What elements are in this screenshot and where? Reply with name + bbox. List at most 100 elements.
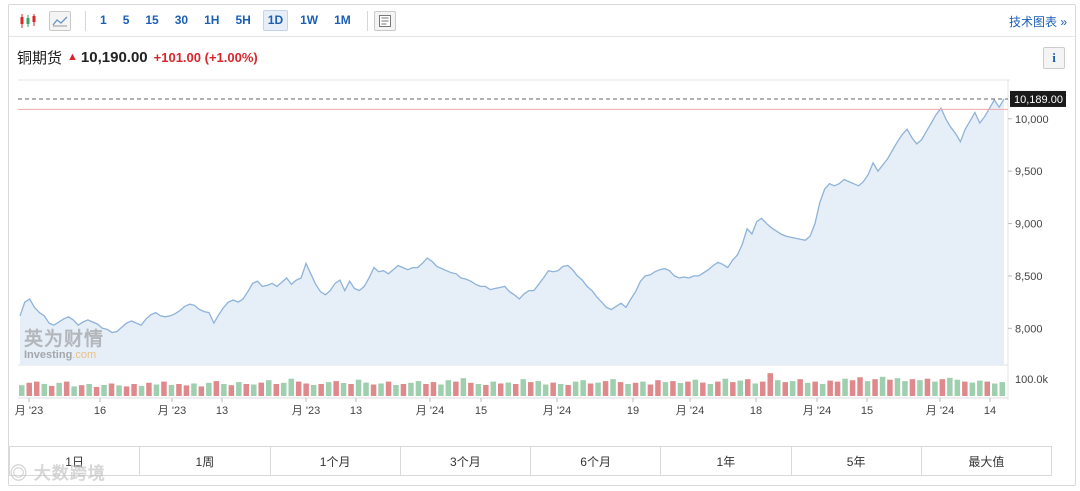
x-tick-label: 月 '24 <box>416 405 444 417</box>
volume-bar <box>161 381 167 396</box>
volume-bar <box>370 384 377 396</box>
volume-bar <box>962 381 968 396</box>
volume-bar <box>565 385 571 396</box>
period-button[interactable]: 5H <box>235 13 251 27</box>
period-button[interactable]: 5 <box>122 13 130 27</box>
technical-chart-link[interactable]: 技术图表 » <box>1008 15 1067 29</box>
price-line <box>19 98 1005 334</box>
volume-bar <box>707 384 714 396</box>
volume-bar <box>385 381 392 396</box>
volume-bar <box>842 378 848 396</box>
volume-bar <box>34 381 40 396</box>
range-button[interactable]: 1日 <box>10 447 141 475</box>
volume-bar <box>700 382 706 396</box>
range-button[interactable]: 1年 <box>661 447 792 475</box>
watermark-cn: 英为财情 <box>24 329 105 350</box>
period-button[interactable]: 1D <box>262 10 289 31</box>
period-button[interactable]: 30 <box>174 13 189 27</box>
volume-bar <box>146 382 152 396</box>
period-button[interactable]: 1H <box>204 13 220 27</box>
volume-bar <box>767 373 773 396</box>
volume-bar <box>557 384 564 396</box>
chart-toolbar: 1 5 15 30 1H 5H 1D 1W 1M 技术图表 » <box>9 5 1075 37</box>
volume-bar <box>887 379 893 396</box>
volume-bar <box>617 382 624 396</box>
volume-bar <box>221 384 227 396</box>
volume-bar <box>483 385 489 396</box>
price-change: +101.00 (+1.00%) <box>154 50 258 65</box>
volume-bar <box>984 381 990 396</box>
volume-bar <box>438 384 444 396</box>
volume-bar <box>969 382 976 396</box>
range-button[interactable]: 1个月 <box>270 447 401 475</box>
x-tick-label: 月 '24 <box>803 405 831 417</box>
area-chart-icon[interactable] <box>49 10 71 31</box>
volume-bar <box>206 382 212 396</box>
volume-bar <box>505 382 511 396</box>
info-button[interactable]: i <box>1043 47 1065 69</box>
period-button[interactable]: 1W <box>300 13 319 27</box>
period-selector: 1 5 15 30 1H 5H 1D 1W 1M <box>92 10 359 31</box>
volume-bar <box>453 381 459 396</box>
x-tick-label: 13 <box>350 405 362 417</box>
y-tick-label: 10,000 <box>1015 114 1049 126</box>
volume-bar <box>572 381 579 396</box>
volume-bar <box>63 381 70 396</box>
candlestick-icon[interactable] <box>17 11 39 31</box>
volume-bar <box>954 379 961 396</box>
volume-bar <box>737 380 743 396</box>
volume-bar <box>827 380 833 396</box>
volume-bar <box>640 381 646 396</box>
volume-bar <box>730 382 736 396</box>
range-button[interactable]: 1周 <box>140 447 271 475</box>
range-button[interactable]: 6个月 <box>531 447 662 475</box>
x-tick-label: 15 <box>861 405 873 417</box>
range-button[interactable]: 3个月 <box>400 447 531 475</box>
volume-bar <box>108 383 115 396</box>
volume-bar <box>56 382 62 396</box>
up-arrow-icon: ▲ <box>67 51 78 63</box>
volume-bar <box>93 386 100 396</box>
x-tick-label: 19 <box>627 405 639 417</box>
volume-bar <box>670 381 676 396</box>
volume-bar <box>176 384 182 396</box>
volume-bar <box>992 383 998 396</box>
volume-bar <box>894 378 901 396</box>
period-button[interactable]: 15 <box>145 13 159 27</box>
volume-bar <box>468 382 474 396</box>
volume-bar <box>677 383 684 396</box>
volume-bar <box>191 383 197 396</box>
period-button[interactable]: 1 <box>100 13 107 27</box>
watermark-en: Investing.com <box>24 349 97 361</box>
y-tick-label: 8,500 <box>1015 271 1043 283</box>
last-price-box <box>1010 90 1066 107</box>
x-tick-label: 月 '23 <box>158 405 186 417</box>
volume-bar <box>999 382 1005 396</box>
volume-bar <box>460 378 467 396</box>
volume-bar <box>715 381 721 396</box>
x-tick-label: 18 <box>750 405 762 417</box>
investing-watermark: 英为财情 Investing.com <box>24 324 104 361</box>
toolbar-divider <box>366 10 368 31</box>
volume-bar <box>632 382 639 396</box>
volume-bar <box>168 385 175 396</box>
volume-bar <box>138 385 145 396</box>
x-tick-label: 月 '24 <box>543 405 571 417</box>
volume-bar <box>490 381 496 396</box>
volume-bar <box>243 384 249 396</box>
volume-bar <box>864 381 871 396</box>
corner-watermark: ◎ 大数跨境 <box>10 464 106 483</box>
period-button[interactable]: 1M <box>334 13 351 27</box>
volume-bar <box>587 383 594 396</box>
document-icon[interactable] <box>373 10 396 31</box>
volume-bar <box>26 382 32 396</box>
volume-bar <box>834 381 841 396</box>
range-button[interactable]: 5年 <box>791 447 922 475</box>
volume-bar <box>445 380 452 396</box>
x-tick-label: 月 '24 <box>676 405 704 417</box>
x-tick-label: 月 '23 <box>292 405 320 417</box>
volume-bar <box>797 379 803 396</box>
x-tick-label: 13 <box>216 405 228 417</box>
volume-bar <box>595 382 601 396</box>
range-button[interactable]: 最大值 <box>921 447 1051 475</box>
